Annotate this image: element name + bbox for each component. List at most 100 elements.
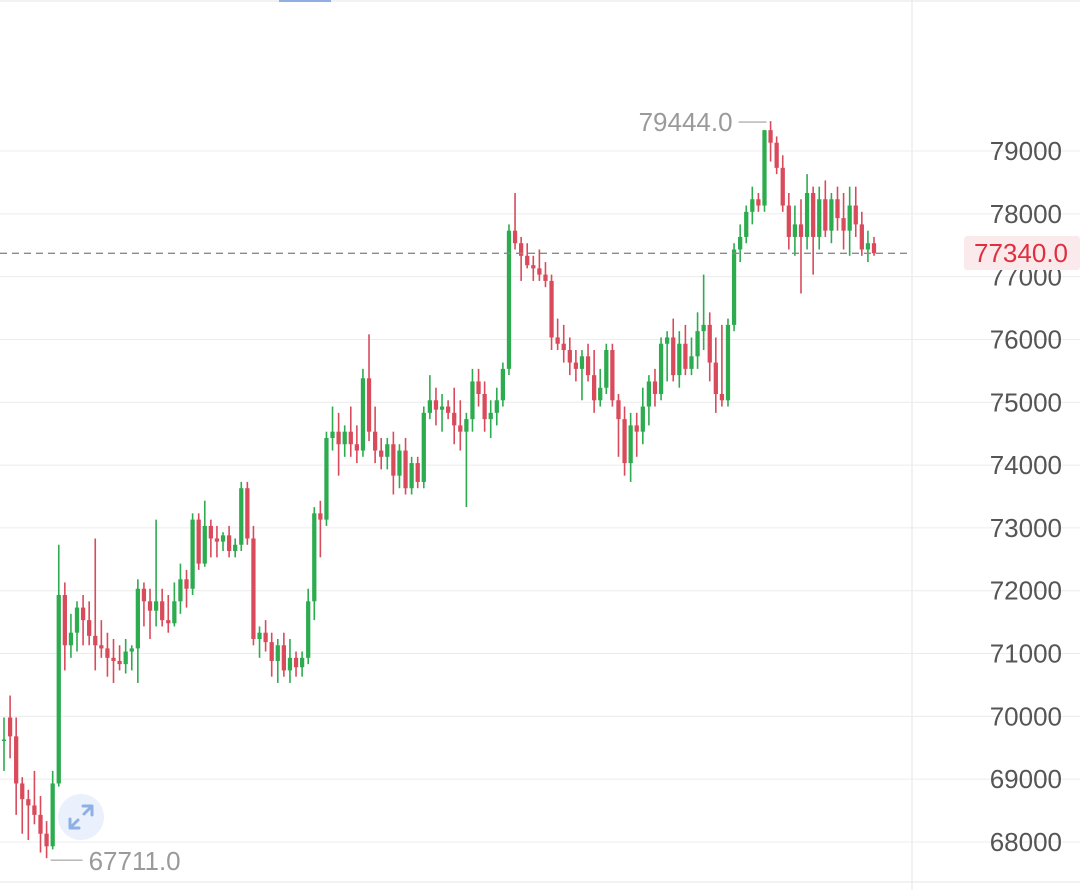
candle-body	[531, 265, 536, 269]
candle-body	[427, 400, 433, 413]
candle-body	[129, 648, 134, 652]
candle-body	[519, 243, 524, 256]
candle-body	[275, 645, 280, 661]
y-tick-label: 79000	[990, 136, 1062, 166]
candle-body	[817, 199, 822, 237]
candle-body	[409, 463, 414, 489]
candle-body	[859, 224, 864, 250]
candle-body	[537, 268, 542, 275]
low-price-label: 67711.0	[89, 846, 181, 876]
candle-body	[871, 243, 877, 254]
candle-body	[26, 799, 31, 806]
candle-body	[166, 620, 171, 624]
candle-body	[372, 431, 378, 451]
candle-body	[598, 387, 603, 401]
candle-body	[786, 205, 791, 237]
candle-body	[184, 579, 189, 589]
candle-body	[348, 431, 353, 445]
candle-body	[835, 199, 840, 219]
candle-body	[500, 368, 506, 401]
candle-body	[585, 356, 591, 376]
candle-body	[299, 657, 305, 668]
high-price-label: 79444.0	[639, 107, 733, 137]
candle-body	[792, 224, 798, 237]
candle-body	[610, 350, 615, 401]
candle-body	[196, 519, 201, 564]
candle-body	[719, 393, 725, 401]
candle-body	[622, 419, 627, 464]
candle-body	[233, 544, 238, 552]
candle-body	[117, 660, 122, 665]
candle-body	[823, 199, 828, 231]
candle-body	[202, 525, 207, 564]
candle-body	[160, 601, 165, 621]
expand-chart-button[interactable]	[58, 794, 104, 840]
candle-body	[220, 535, 226, 542]
candle-body	[269, 642, 274, 661]
candle-body	[190, 519, 195, 589]
candle-body	[561, 343, 566, 351]
candle-body	[263, 632, 268, 643]
candle-body	[652, 381, 658, 394]
candle-body	[330, 431, 335, 438]
candle-body	[245, 488, 250, 539]
candle-body	[360, 378, 366, 451]
candle-body	[543, 274, 548, 281]
candle-body	[38, 814, 43, 834]
candle-body	[50, 783, 55, 847]
candle-body	[312, 513, 317, 602]
y-tick-label: 71000	[990, 639, 1062, 669]
candle-body	[640, 406, 645, 432]
candle-body	[604, 350, 609, 388]
candle-body	[379, 450, 384, 457]
candle-body	[804, 192, 810, 237]
candle-body	[658, 343, 664, 394]
candle-body	[847, 205, 852, 231]
candle-body	[798, 224, 804, 237]
candle-body	[689, 356, 694, 369]
candle-body	[14, 736, 19, 784]
candle-body	[445, 406, 451, 413]
candle-body	[592, 375, 597, 401]
candle-body	[421, 412, 426, 482]
candle-body	[780, 167, 785, 206]
candle-body	[768, 130, 773, 143]
candle-body	[80, 607, 86, 621]
candle-body	[725, 324, 731, 401]
candle-body	[123, 651, 128, 665]
candle-body	[178, 579, 183, 602]
candle-body	[671, 337, 676, 376]
candle-body	[452, 412, 457, 426]
y-tick-label: 70000	[990, 701, 1062, 731]
candle-body	[74, 607, 80, 633]
candle-body	[306, 601, 311, 658]
candle-body	[482, 393, 487, 420]
candle-body	[257, 632, 262, 639]
candle-body	[135, 588, 140, 649]
candle-body	[756, 199, 761, 206]
candle-body	[744, 211, 749, 237]
candle-body	[738, 236, 743, 250]
candle-body	[153, 601, 159, 611]
y-tick-label: 78000	[990, 199, 1062, 229]
candle-body	[44, 833, 49, 847]
candle-body	[865, 243, 871, 250]
candle-body	[391, 444, 396, 476]
candle-body	[628, 425, 633, 464]
candle-body	[525, 255, 530, 266]
candle-body	[318, 513, 323, 520]
candle-body	[683, 343, 688, 369]
candle-body	[99, 645, 104, 649]
candle-body	[494, 400, 499, 413]
candle-body	[829, 199, 834, 231]
candle-body	[403, 450, 408, 489]
candle-body	[251, 538, 256, 639]
candle-body	[20, 783, 25, 800]
candle-body	[7, 717, 13, 737]
candle-body	[62, 595, 67, 646]
current-price-label: 77340.0	[964, 236, 1080, 271]
candle-body	[105, 648, 110, 658]
candle-body	[56, 595, 61, 784]
